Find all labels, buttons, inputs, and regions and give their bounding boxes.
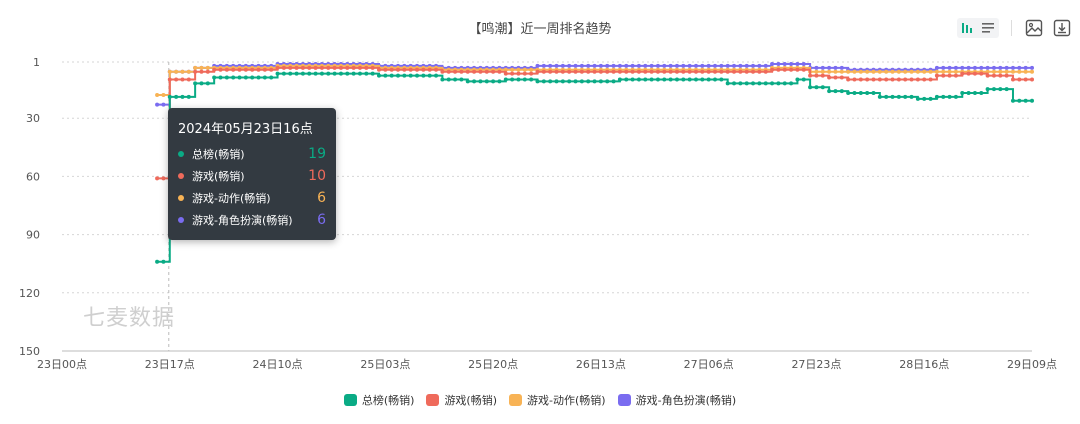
chart-tooltip: 2024年05月23日16点 总榜(畅销) 19 游戏(畅销) 10 游戏-动作…	[168, 108, 336, 240]
legend-swatch-icon	[617, 394, 631, 406]
list-icon[interactable]	[980, 20, 996, 36]
legend-item[interactable]: 游戏(畅销)	[426, 392, 497, 408]
bar-chart-icon[interactable]	[960, 20, 976, 36]
svg-text:60: 60	[26, 170, 40, 183]
svg-text:29日09点: 29日09点	[1007, 358, 1057, 371]
tooltip-title: 2024年05月23日16点	[178, 122, 313, 137]
legend-label: 总榜(畅销)	[361, 394, 415, 407]
svg-text:150: 150	[19, 345, 40, 358]
tooltip-row: 总榜(畅销) 19	[178, 143, 326, 165]
legend-swatch-icon	[509, 394, 523, 406]
view-toggle	[957, 18, 999, 38]
download-icon[interactable]	[1052, 18, 1072, 38]
series-dot-icon	[178, 217, 184, 223]
watermark: 七麦数据	[83, 306, 176, 331]
series-dot-icon	[178, 151, 184, 157]
toolbar-divider	[1011, 20, 1012, 36]
legend-label: 游戏-动作(畅销)	[527, 394, 606, 407]
tooltip-series-name: 总榜(畅销)	[192, 148, 245, 161]
legend-label: 游戏-角色扮演(畅销)	[635, 394, 737, 407]
tooltip-series-value: 6	[317, 212, 326, 228]
tooltip-series-name: 游戏(畅销)	[192, 170, 245, 183]
legend-swatch-icon	[343, 394, 357, 406]
series-dot-icon	[178, 195, 184, 201]
svg-text:25日20点: 25日20点	[468, 358, 518, 371]
svg-text:24日10点: 24日10点	[253, 358, 303, 371]
legend-swatch-icon	[426, 394, 440, 406]
tooltip-row: 游戏(畅销) 10	[178, 165, 326, 187]
legend-label: 游戏(畅销)	[444, 394, 498, 407]
tooltip-series-name: 游戏-角色扮演(畅销)	[192, 214, 293, 227]
svg-text:120: 120	[19, 287, 40, 300]
tooltip-series-value: 6	[317, 190, 326, 206]
svg-text:28日16点: 28日16点	[899, 358, 949, 371]
svg-text:26日13点: 26日13点	[576, 358, 626, 371]
tooltip-row: 游戏-动作(畅销) 6	[178, 187, 326, 209]
svg-text:27日23点: 27日23点	[791, 358, 841, 371]
chart-toolbar	[957, 18, 1072, 38]
svg-text:90: 90	[26, 229, 40, 242]
chart-title: 【鸣潮】近一周排名趋势	[468, 22, 612, 37]
legend-item[interactable]: 游戏-角色扮演(畅销)	[617, 392, 737, 408]
svg-text:30: 30	[26, 112, 40, 125]
series-dot-icon	[178, 173, 184, 179]
svg-text:23日17点: 23日17点	[145, 358, 195, 371]
image-icon[interactable]	[1024, 18, 1044, 38]
tooltip-series-name: 游戏-动作(畅销)	[192, 192, 271, 205]
legend-item[interactable]: 总榜(畅销)	[343, 392, 415, 408]
legend-item[interactable]: 游戏-动作(畅销)	[509, 392, 606, 408]
svg-text:1: 1	[33, 56, 40, 69]
svg-text:27日06点: 27日06点	[684, 358, 734, 371]
tooltip-row: 游戏-角色扮演(畅销) 6	[178, 209, 326, 231]
svg-text:25日03点: 25日03点	[360, 358, 410, 371]
chart-legend: 总榜(畅销) 游戏(畅销) 游戏-动作(畅销) 游戏-角色扮演(畅销)	[0, 392, 1080, 408]
tooltip-series-value: 19	[308, 146, 326, 162]
tooltip-series-value: 10	[308, 168, 326, 184]
svg-text:23日00点: 23日00点	[37, 358, 87, 371]
